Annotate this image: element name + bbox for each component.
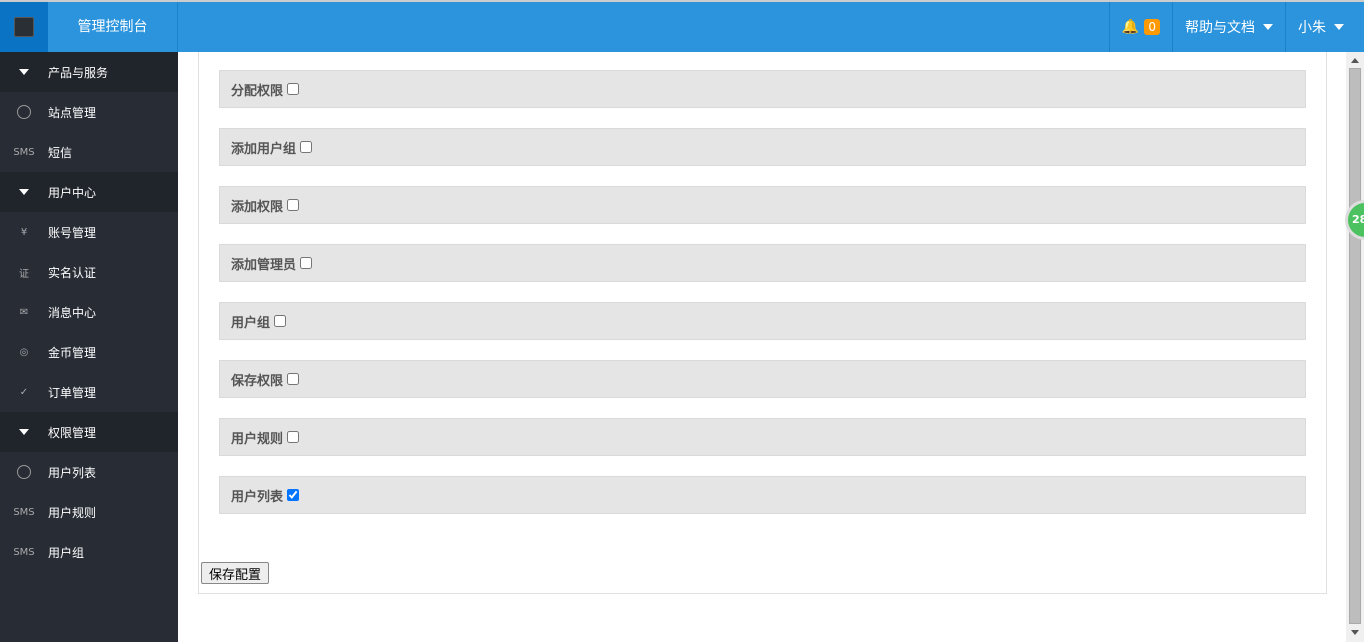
permission-checkbox[interactable]	[287, 489, 300, 501]
sidebar-item-label: 消息中心	[48, 305, 97, 320]
sidebar-item[interactable]: 用户列表	[0, 452, 178, 492]
brand-title[interactable]: 管理控制台	[48, 2, 178, 52]
permission-label: 添加用户组	[231, 141, 297, 157]
permission-row: 添加用户组	[219, 128, 1306, 166]
sms-icon: SMS	[13, 146, 35, 158]
sidebar-item[interactable]: 站点管理	[0, 92, 178, 132]
logo[interactable]	[0, 2, 48, 52]
sidebar-item-label: 用户列表	[48, 465, 97, 480]
permission-label: 用户列表	[231, 489, 284, 505]
sidebar-item[interactable]: SMS 用户组	[0, 532, 178, 572]
permission-row: 保存权限	[219, 360, 1306, 398]
permission-row: 添加管理员	[219, 244, 1306, 282]
account-icon: ¥	[20, 226, 28, 238]
caret-down-icon	[1334, 24, 1344, 30]
permission-label: 分配权限	[231, 83, 284, 99]
help-label: 帮助与文档	[1185, 20, 1255, 36]
permissions-panel: 保存配置 分配权限添加用户组添加权限添加管理员用户组保存权限用户规则用户列表	[198, 52, 1327, 594]
save-config-button[interactable]: 保存配置	[201, 562, 270, 584]
sidebar-item[interactable]: SMS 用户规则	[0, 492, 178, 532]
permission-label: 添加权限	[231, 199, 284, 215]
sidebar-item-label: 订单管理	[48, 385, 97, 400]
triangle-down-icon	[0, 189, 48, 195]
scrollbar-thumb[interactable]	[1349, 68, 1361, 624]
permission-checkbox[interactable]	[287, 199, 300, 211]
sidebar-item[interactable]: 权限管理	[0, 412, 178, 452]
sidebar-item[interactable]: 证 实名认证	[0, 252, 178, 292]
sidebar-item[interactable]: ✓ 订单管理	[0, 372, 178, 412]
permission-checkbox[interactable]	[300, 257, 313, 269]
scroll-down-icon[interactable]	[1351, 630, 1359, 635]
certificate-icon: 证	[19, 268, 29, 280]
notification-badge: 0	[1144, 19, 1160, 35]
triangle-down-icon	[0, 429, 48, 435]
user-menu[interactable]: 小朱	[1285, 2, 1354, 52]
scroll-up-icon[interactable]	[1351, 58, 1359, 63]
help-docs-menu[interactable]: 帮助与文档	[1172, 2, 1285, 52]
sidebar-item-label: 站点管理	[48, 105, 97, 120]
circle-icon	[0, 105, 48, 119]
permission-row: 用户规则	[219, 418, 1306, 456]
sidebar-item-label: 实名认证	[48, 265, 97, 280]
sidebar-item-label: 权限管理	[48, 425, 97, 440]
permission-checkbox[interactable]	[287, 431, 300, 443]
sidebar-item-label: 用户中心	[48, 185, 97, 200]
top-bar: 管理控制台 🔔 0 帮助与文档 小朱	[0, 0, 1364, 52]
permission-checkbox[interactable]	[287, 83, 300, 95]
permission-row: 分配权限	[219, 70, 1306, 108]
permission-row: 用户列表	[219, 476, 1306, 514]
permission-checkbox[interactable]	[300, 141, 313, 153]
sidebar-item[interactable]: 用户中心	[0, 172, 178, 212]
sms-icon: SMS	[13, 546, 35, 558]
triangle-down-icon	[0, 69, 48, 75]
sidebar-item-label: 金币管理	[48, 345, 97, 360]
sidebar-item[interactable]: ◎ 金币管理	[0, 332, 178, 372]
sidebar: 产品与服务站点管理 SMS 短信用户中心 ¥ 账号管理证 实名认证 ✉ 消息中心 ◎ 金币管理 ✓ 订…	[0, 52, 178, 642]
permission-row: 添加权限	[219, 186, 1306, 224]
notifications-button[interactable]: 🔔 0	[1108, 2, 1172, 52]
scrollbar[interactable]	[1346, 52, 1364, 642]
permission-label: 保存权限	[231, 373, 284, 389]
sidebar-item[interactable]: ¥ 账号管理	[0, 212, 178, 252]
sidebar-item-label: 产品与服务	[48, 65, 109, 80]
user-name: 小朱	[1298, 20, 1326, 36]
permission-checkbox[interactable]	[274, 315, 287, 327]
sidebar-item[interactable]: 产品与服务	[0, 52, 178, 92]
permission-label: 用户规则	[231, 431, 284, 447]
coins-icon: ◎	[19, 346, 29, 358]
logo-icon	[14, 17, 34, 37]
envelope-icon: ✉	[19, 306, 29, 318]
sidebar-item-label: 账号管理	[48, 225, 97, 240]
circle-icon	[0, 465, 48, 479]
permission-label: 添加管理员	[231, 257, 297, 273]
permission-checkbox[interactable]	[287, 373, 300, 385]
sms-icon: SMS	[13, 506, 35, 518]
clipboard-check-icon: ✓	[19, 386, 29, 398]
permission-row: 用户组	[219, 302, 1306, 340]
caret-down-icon	[1263, 24, 1273, 30]
sidebar-item[interactable]: SMS 短信	[0, 132, 178, 172]
sidebar-item-label: 用户规则	[48, 505, 97, 520]
sidebar-item[interactable]: ✉ 消息中心	[0, 292, 178, 332]
sidebar-item-label: 短信	[48, 145, 73, 160]
bell-icon: 🔔	[1121, 19, 1140, 35]
permission-label: 用户组	[231, 315, 271, 331]
sidebar-item-label: 用户组	[48, 545, 85, 560]
